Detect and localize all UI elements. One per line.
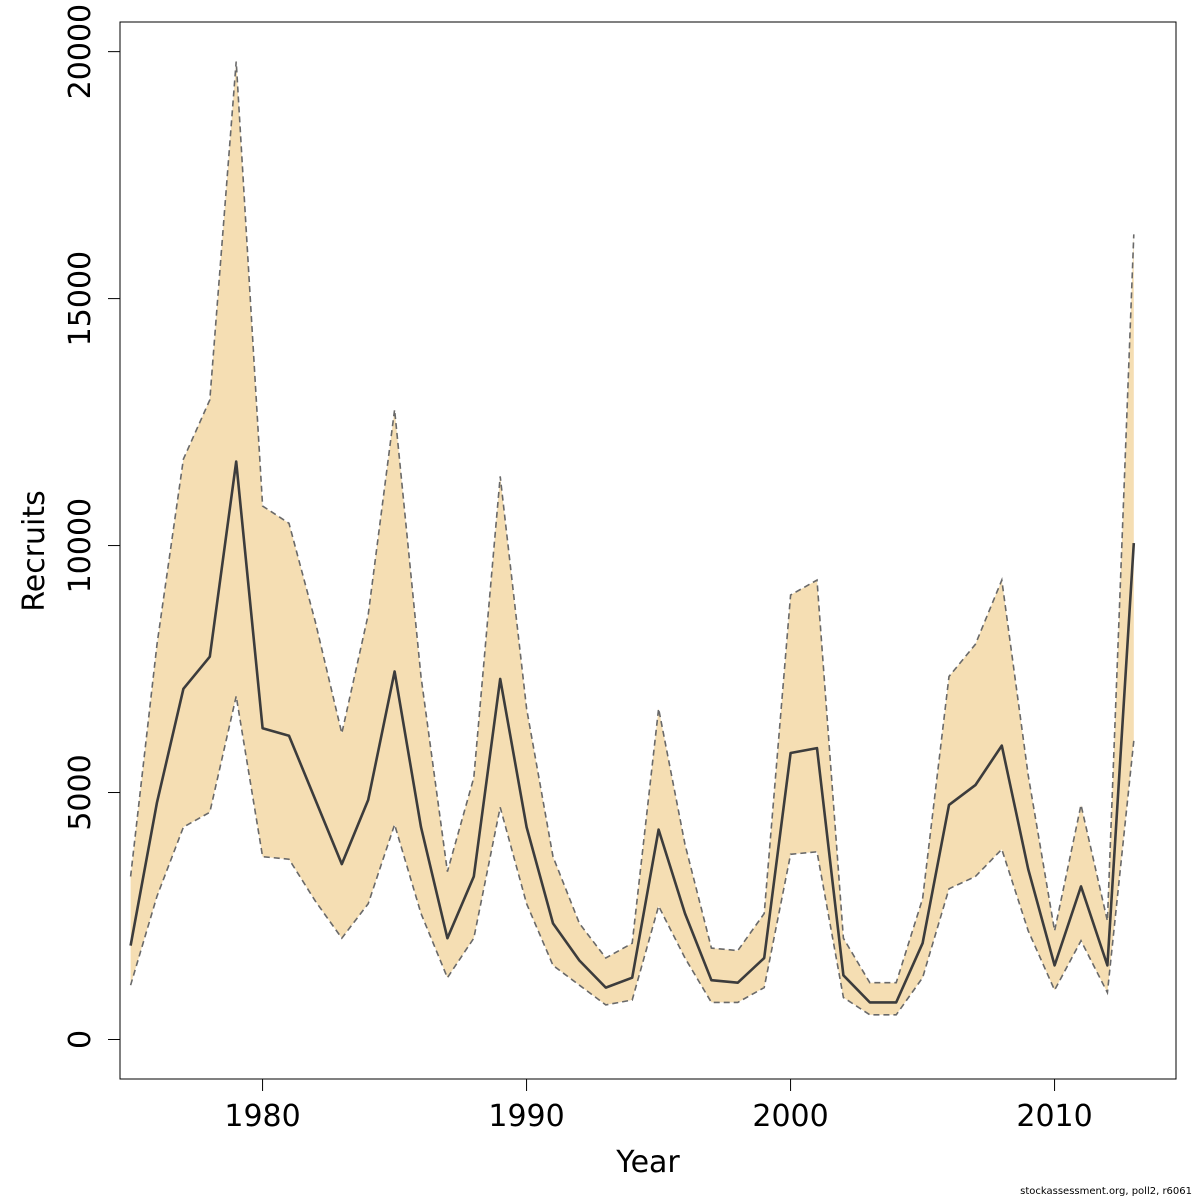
x-tick-label: 2000	[752, 1099, 828, 1134]
recruits-line	[129, 460, 1136, 1004]
confidence-band	[130, 61, 1134, 1015]
x-tick-label: 2010	[1016, 1099, 1092, 1134]
y-tick-label: 10000	[63, 498, 98, 593]
y-axis-title: Recruits	[17, 490, 52, 612]
x-tick-label: 1990	[488, 1099, 564, 1134]
x-tick-label: 1980	[224, 1099, 300, 1134]
lower-bound-line	[129, 696, 1135, 1016]
y-tick-label: 15000	[63, 251, 98, 346]
y-tick-label: 5000	[63, 754, 98, 830]
confidence-band-layer	[129, 61, 1135, 1016]
x-axis-title: Year	[615, 1145, 680, 1180]
y-tick-label: 20000	[63, 4, 98, 99]
upper-bound-line	[129, 61, 1135, 984]
y-axis: 0 5000 10000 15000 20000	[63, 4, 121, 1049]
credit-text: stockassessment.org, poll2, r6061	[1020, 1186, 1192, 1197]
y-tick-label: 0	[63, 1030, 98, 1049]
estimate-line-layer	[129, 460, 1136, 1004]
x-axis: 1980 1990 2000 2010	[224, 1078, 1093, 1134]
